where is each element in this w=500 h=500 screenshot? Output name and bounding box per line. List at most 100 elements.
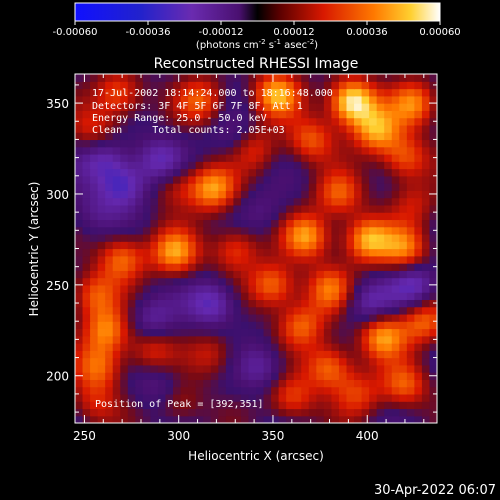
- heatmap-cell: [188, 299, 197, 308]
- heatmap-cell: [120, 321, 129, 330]
- heatmap-cell: [157, 175, 167, 184]
- heatmap-cell: [271, 124, 280, 133]
- heatmap-cell: [233, 393, 242, 402]
- heatmap-cell: [75, 117, 84, 126]
- heatmap-cell: [127, 197, 136, 206]
- heatmap-cell: [369, 357, 378, 366]
- heatmap-cell: [165, 132, 174, 141]
- heatmap-cell: [157, 219, 167, 228]
- heatmap-cell: [429, 321, 437, 330]
- heatmap-cell: [391, 328, 400, 337]
- heatmap-cell: [376, 161, 385, 170]
- heatmap-cell: [399, 95, 408, 104]
- heatmap-cell: [120, 226, 129, 235]
- heatmap-cell: [120, 277, 129, 286]
- heatmap-cell: [75, 124, 84, 133]
- heatmap-cell: [90, 372, 99, 380]
- heatmap-cell: [218, 219, 227, 228]
- heatmap-cell: [240, 95, 250, 104]
- heatmap-cell: [127, 88, 136, 97]
- heatmap-cell: [135, 299, 144, 308]
- heatmap-cell: [263, 263, 272, 271]
- heatmap-cell: [135, 190, 144, 199]
- heatmap-cell: [376, 132, 385, 141]
- heatmap-cell: [173, 197, 182, 206]
- heatmap-cell: [203, 255, 212, 264]
- heatmap-cell: [278, 168, 287, 177]
- heatmap-cell: [414, 357, 423, 366]
- heatmap-cell: [225, 175, 234, 184]
- heatmap-cell: [203, 146, 212, 155]
- heatmap-cell: [391, 168, 400, 177]
- heatmap-cell: [391, 277, 400, 286]
- heatmap-cell: [361, 219, 370, 228]
- heatmap-cell: [120, 270, 129, 279]
- heatmap-cell: [195, 248, 204, 257]
- heatmap-cell: [203, 132, 212, 141]
- heatmap-cell: [338, 335, 348, 344]
- heatmap-cell: [384, 103, 393, 111]
- heatmap-cell: [150, 219, 159, 228]
- heatmap-cell: [391, 313, 400, 322]
- heatmap-cell: [278, 343, 287, 351]
- heatmap-cell: [203, 386, 212, 395]
- heatmap-cell: [180, 161, 189, 170]
- heatmap-cell: [263, 183, 272, 191]
- heatmap-cell: [354, 81, 363, 90]
- heatmap-cell: [406, 357, 415, 366]
- heatmap-cell: [421, 328, 431, 337]
- heatmap-cell: [338, 277, 348, 286]
- heatmap-cell: [256, 132, 265, 141]
- heatmap-cell: [97, 401, 106, 410]
- heatmap-cell: [331, 415, 340, 423]
- heatmap-cell: [75, 183, 84, 191]
- heatmap-cell: [225, 74, 234, 82]
- heatmap-cell: [165, 124, 174, 133]
- heatmap-cell: [180, 226, 189, 235]
- heatmap-cell: [150, 233, 159, 242]
- heatmap-cell: [346, 212, 355, 221]
- heatmap-cell: [301, 270, 310, 279]
- heatmap-cell: [142, 183, 152, 191]
- heatmap-cell: [180, 306, 189, 315]
- heatmap-cell: [240, 219, 250, 228]
- heatmap-cell: [331, 364, 340, 373]
- heatmap-cell: [157, 321, 167, 330]
- heatmap-cell: [331, 270, 340, 279]
- heatmap-cell: [278, 204, 287, 213]
- heatmap-cell: [90, 212, 99, 221]
- heatmap-cell: [195, 183, 204, 191]
- heatmap-cell: [142, 146, 152, 155]
- heatmap-cell: [429, 124, 437, 133]
- heatmap-cell: [180, 81, 189, 90]
- heatmap-cell: [173, 175, 182, 184]
- heatmap-cell: [376, 117, 385, 126]
- heatmap-cell: [421, 292, 431, 300]
- heatmap-cell: [90, 415, 99, 423]
- heatmap-cell: [248, 88, 257, 97]
- heatmap-cell: [105, 197, 114, 206]
- heatmap-cell: [331, 233, 340, 242]
- heatmap-cell: [240, 132, 250, 141]
- heatmap-cell: [195, 146, 204, 155]
- y-tick-label: 250: [46, 279, 69, 293]
- heatmap-cell: [308, 386, 317, 395]
- heatmap-cell: [127, 183, 136, 191]
- heatmap-cell: [338, 124, 348, 133]
- heatmap-cell: [263, 219, 272, 228]
- heatmap-cell: [361, 153, 370, 162]
- heatmap-cell: [256, 350, 265, 359]
- heatmap-cell: [391, 357, 400, 366]
- heatmap-cell: [414, 321, 423, 330]
- heatmap-cell: [105, 415, 114, 423]
- heatmap-cell: [142, 248, 152, 257]
- heatmap-cell: [233, 321, 242, 330]
- heatmap-cell: [414, 161, 423, 170]
- heatmap-cell: [399, 255, 408, 264]
- heatmap-cell: [361, 197, 370, 206]
- heatmap-cell: [180, 357, 189, 366]
- heatmap-cell: [127, 328, 136, 337]
- heatmap-cell: [278, 364, 287, 373]
- heatmap-cell: [150, 212, 159, 221]
- heatmap-cell: [240, 204, 250, 213]
